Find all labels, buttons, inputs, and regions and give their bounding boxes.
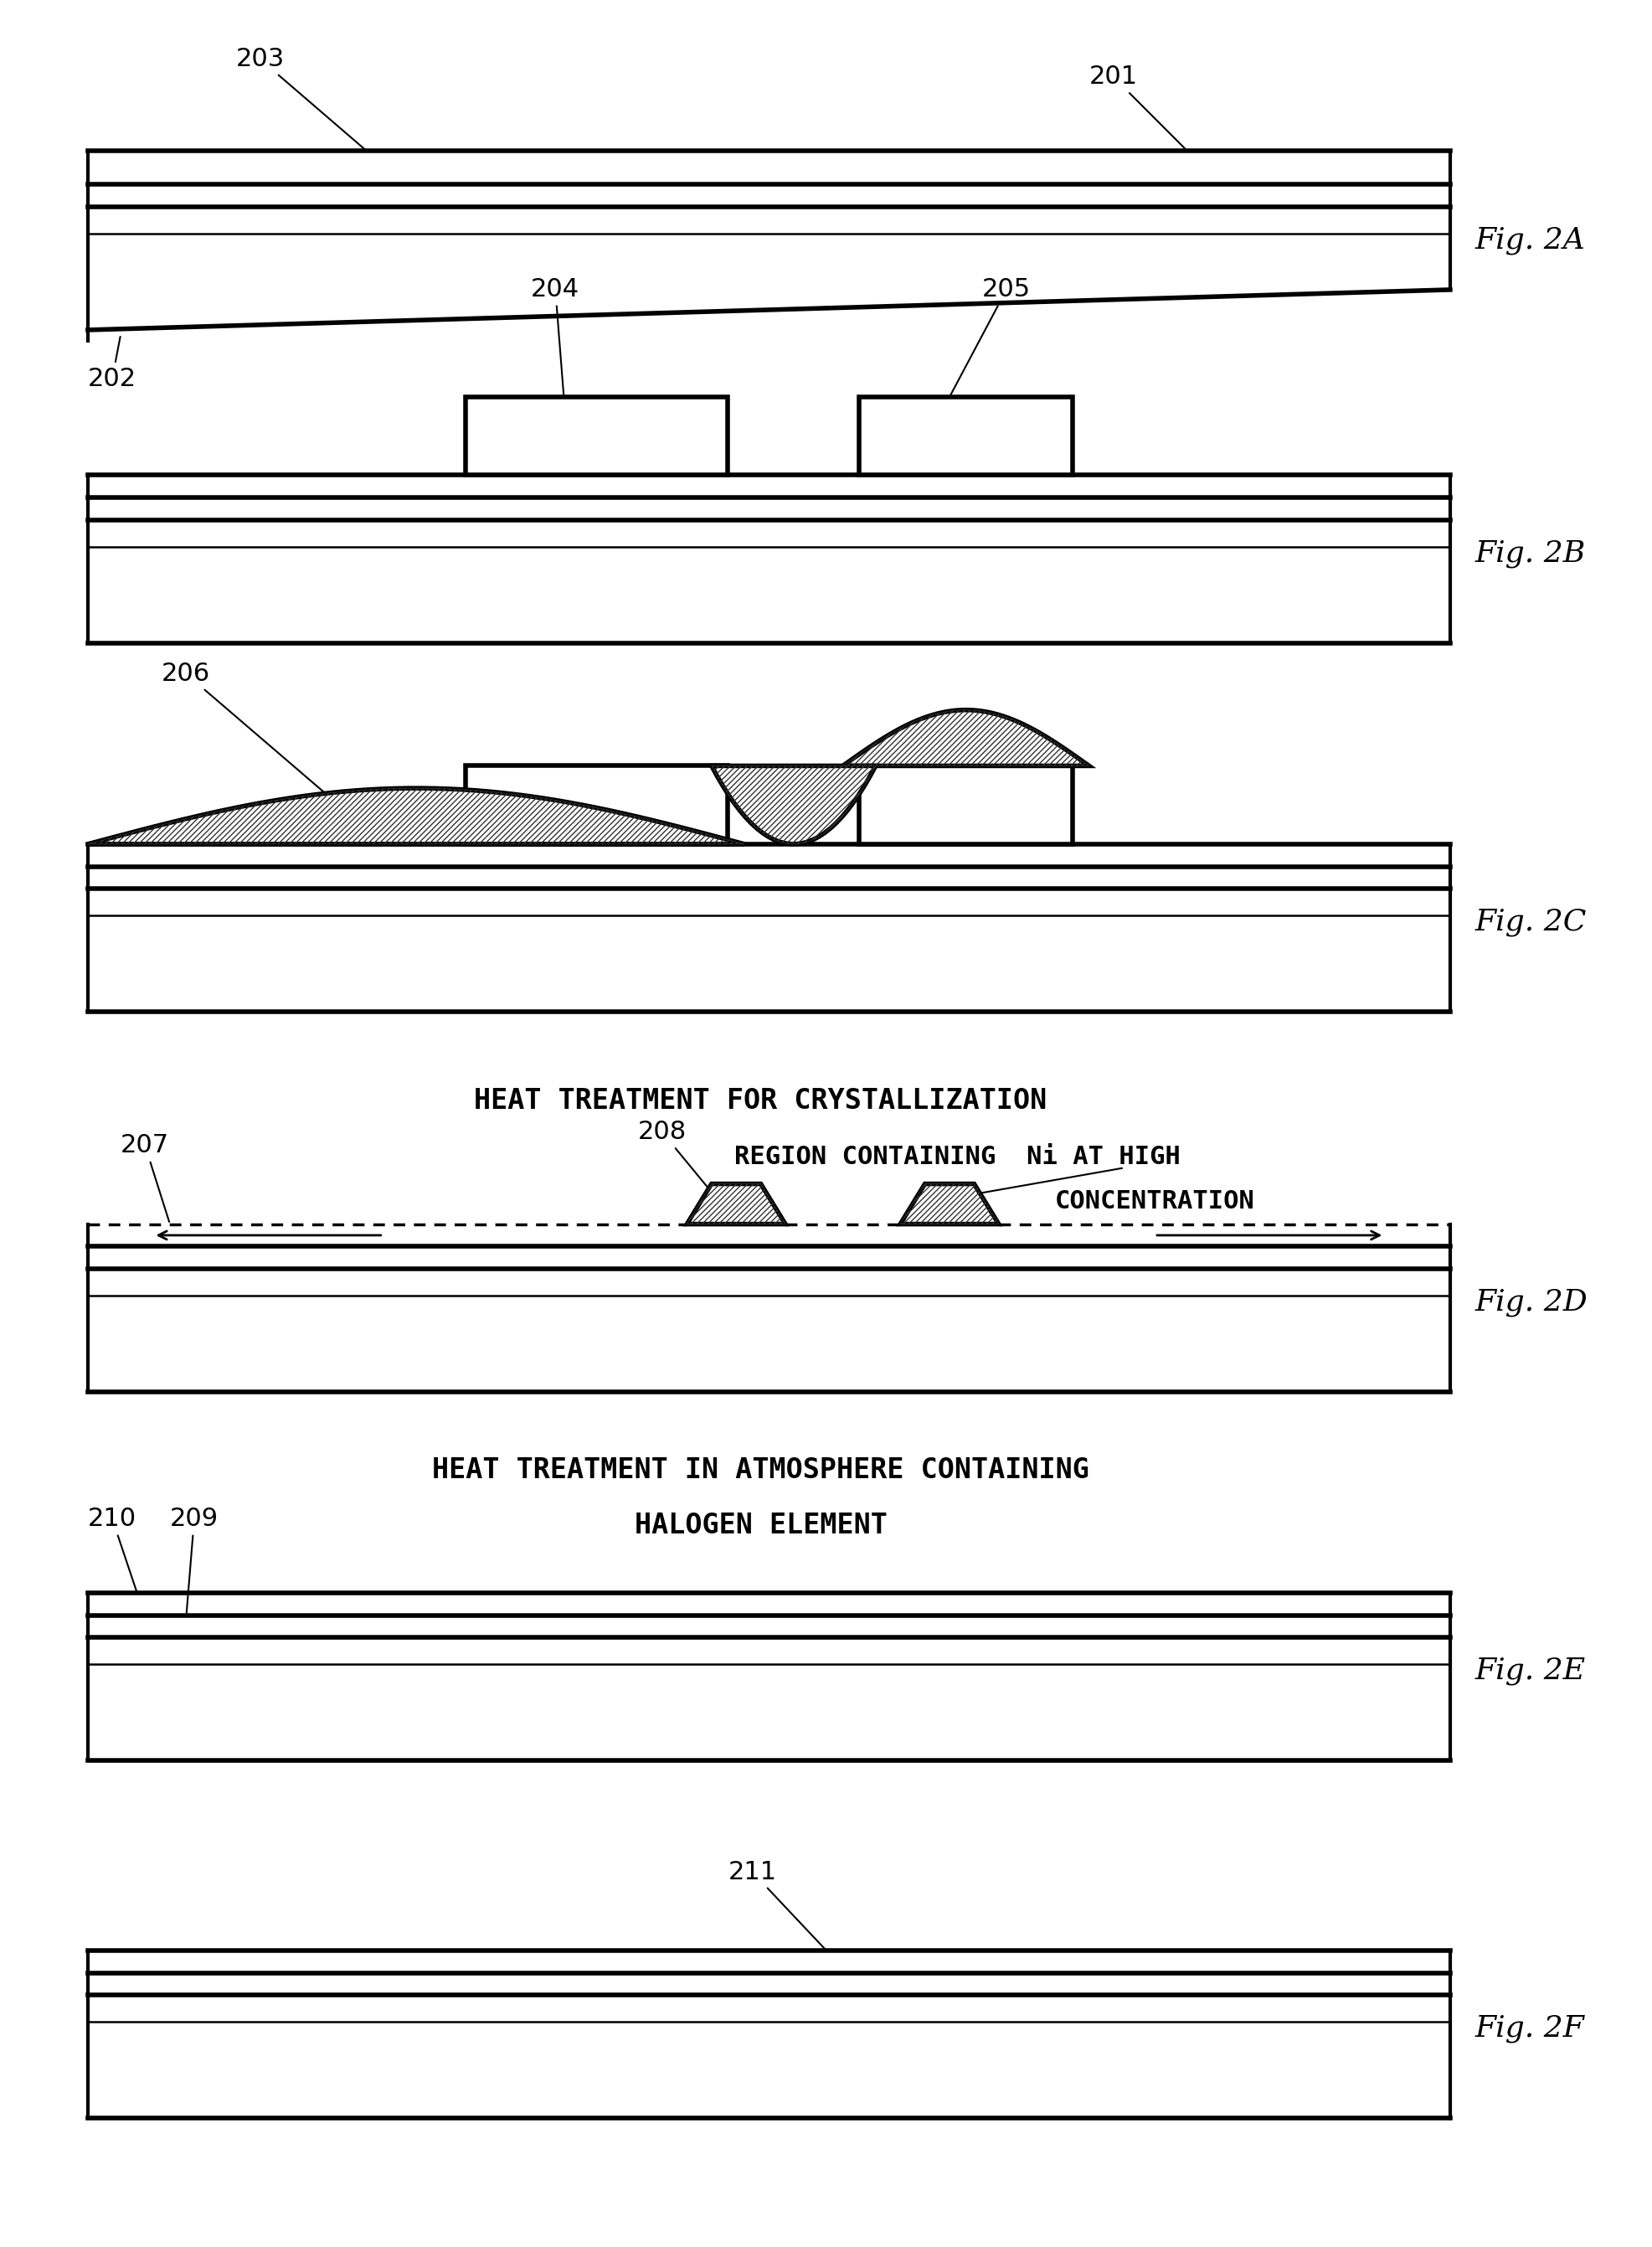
Bar: [859, 398, 1072, 476]
Text: Fig. 2E: Fig. 2E: [1474, 1656, 1584, 1685]
Text: 203: 203: [236, 47, 365, 151]
Text: HEAT TREATMENT FOR CRYSTALLIZATION: HEAT TREATMENT FOR CRYSTALLIZATION: [474, 1088, 1047, 1115]
Text: 211: 211: [727, 1861, 824, 1948]
Polygon shape: [88, 845, 1449, 1011]
Text: Fig. 2A: Fig. 2A: [1474, 227, 1584, 254]
Text: 207: 207: [121, 1132, 169, 1222]
Polygon shape: [88, 476, 1449, 643]
Text: 210: 210: [88, 1505, 137, 1591]
Text: Fig. 2F: Fig. 2F: [1474, 2016, 1584, 2043]
Text: HALOGEN ELEMENT: HALOGEN ELEMENT: [634, 1512, 887, 1539]
Text: CONCENTRATION: CONCENTRATION: [1054, 1189, 1254, 1213]
Polygon shape: [88, 1593, 1449, 1762]
Text: 205: 205: [950, 276, 1031, 395]
Text: HEAT TREATMENT IN ATMOSPHERE CONTAINING: HEAT TREATMENT IN ATMOSPHERE CONTAINING: [431, 1456, 1089, 1483]
Bar: [859, 766, 1072, 845]
Text: 204: 204: [530, 276, 580, 395]
Polygon shape: [687, 1184, 785, 1225]
Polygon shape: [88, 1225, 1449, 1391]
Text: 208: 208: [638, 1119, 720, 1202]
Bar: [466, 398, 727, 476]
Polygon shape: [900, 1184, 998, 1225]
Text: REGION CONTAINING  Ni AT HIGH: REGION CONTAINING Ni AT HIGH: [733, 1146, 1180, 1168]
Text: Fig. 2B: Fig. 2B: [1474, 539, 1584, 568]
Polygon shape: [843, 710, 1089, 766]
Text: 202: 202: [88, 337, 137, 391]
Polygon shape: [88, 789, 743, 845]
Text: Fig. 2C: Fig. 2C: [1474, 908, 1586, 937]
Text: 209: 209: [170, 1505, 218, 1613]
Text: 206: 206: [162, 661, 324, 793]
Text: 201: 201: [1089, 65, 1184, 151]
Polygon shape: [710, 766, 876, 845]
Bar: [466, 766, 727, 845]
Text: Fig. 2D: Fig. 2D: [1474, 1288, 1586, 1317]
Polygon shape: [88, 1950, 1449, 2119]
